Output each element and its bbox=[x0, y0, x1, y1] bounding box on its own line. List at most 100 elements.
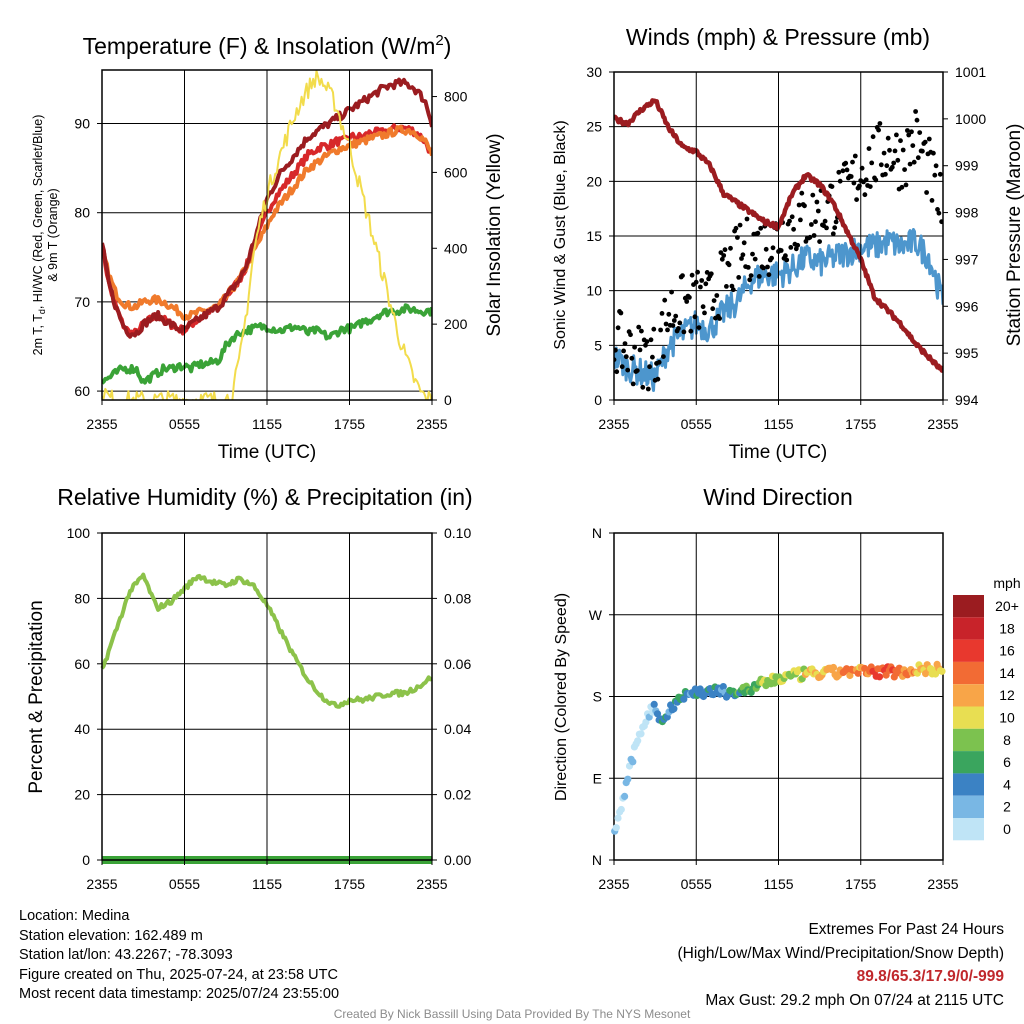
gust-point bbox=[625, 367, 631, 373]
gust-point bbox=[910, 143, 916, 149]
gust-point bbox=[815, 208, 821, 214]
x-tick-label: 0555 bbox=[681, 876, 712, 892]
gust-point bbox=[663, 321, 669, 327]
gust-point bbox=[783, 253, 788, 259]
legend-label: 10 bbox=[999, 710, 1015, 726]
gust-point bbox=[702, 310, 707, 316]
gust-point bbox=[634, 368, 640, 373]
gust-point bbox=[666, 311, 672, 317]
legend-swatch bbox=[953, 773, 984, 796]
gust-point bbox=[729, 283, 735, 289]
temperature-title: Temperature (F) & Insolation (W/m2) bbox=[83, 32, 452, 59]
gust-point bbox=[931, 150, 936, 156]
gust-point bbox=[710, 306, 716, 312]
gust-point bbox=[714, 293, 720, 298]
pressure-ylabel: Station Pressure (Maroon) bbox=[1004, 124, 1024, 347]
direction-point bbox=[696, 685, 704, 693]
gust-point bbox=[909, 129, 914, 135]
x-tick-label: 0555 bbox=[681, 416, 712, 432]
gust-point bbox=[877, 121, 883, 126]
gust-point bbox=[891, 160, 897, 166]
gust-point bbox=[658, 327, 663, 333]
direction-point bbox=[612, 824, 620, 832]
extremes-info: Extremes For Past 24 Hours (High/Low/Max… bbox=[678, 918, 1005, 1012]
gust-point bbox=[824, 225, 829, 231]
direction-point bbox=[846, 671, 854, 680]
gust-point bbox=[884, 163, 890, 169]
gust-point bbox=[881, 150, 887, 156]
gust-point bbox=[630, 381, 636, 387]
gust-point bbox=[867, 184, 873, 190]
gust-point bbox=[840, 168, 846, 174]
gust-point bbox=[736, 275, 742, 280]
y2-tick-label: 0.04 bbox=[444, 721, 471, 737]
gust-point bbox=[766, 272, 772, 278]
legend-label: 20+ bbox=[995, 598, 1019, 614]
direction-title: Wind Direction bbox=[703, 484, 853, 510]
gust-point bbox=[621, 348, 626, 354]
gust-point bbox=[939, 219, 943, 225]
direction-point bbox=[617, 805, 625, 814]
gust-point bbox=[924, 190, 929, 195]
temperature-ylabel: 2m T, Td, HI/WC (Red, Green, Scarlet/Blu… bbox=[31, 115, 60, 356]
x-tick-label: 1155 bbox=[763, 416, 793, 432]
gust-point bbox=[717, 316, 722, 321]
gust-point bbox=[699, 278, 705, 283]
y2-tick-label: 1000 bbox=[955, 111, 986, 127]
x-tick-label: 1755 bbox=[845, 416, 876, 432]
x-tick-label: 1755 bbox=[334, 416, 365, 432]
insolation-ylabel: Solar Insolation (Yellow) bbox=[484, 133, 505, 336]
gust-point bbox=[770, 245, 776, 251]
direction-point bbox=[854, 669, 862, 677]
gust-point bbox=[787, 218, 792, 224]
gust-point bbox=[784, 257, 790, 263]
legend-swatch bbox=[953, 661, 984, 685]
gust-point bbox=[876, 127, 881, 133]
gust-point bbox=[907, 161, 913, 167]
y-tick-label: 20 bbox=[74, 787, 90, 803]
legend-swatch bbox=[953, 684, 984, 707]
gust-point bbox=[647, 364, 652, 370]
gust-point bbox=[636, 324, 642, 330]
x-tick-label: 2355 bbox=[416, 876, 447, 892]
gust-point bbox=[933, 163, 939, 169]
gust-point bbox=[883, 171, 888, 177]
gust-point bbox=[811, 233, 817, 238]
x-tick-label: 1755 bbox=[845, 876, 876, 892]
gust-point bbox=[733, 225, 739, 231]
x-tick-label: 0555 bbox=[169, 876, 200, 892]
gust-point bbox=[618, 310, 624, 316]
gust-point bbox=[623, 354, 629, 360]
direction-point bbox=[938, 667, 946, 675]
max-gust-text: Max Gust: 29.2 mph On 07/24 at 2115 UTC bbox=[705, 991, 1004, 1009]
gust-point bbox=[798, 217, 803, 223]
gust-point bbox=[703, 281, 709, 287]
gust-point bbox=[899, 184, 905, 190]
x-tick-label: 1755 bbox=[334, 876, 365, 892]
gust-point bbox=[900, 147, 906, 153]
gust-point bbox=[809, 222, 814, 227]
gust-point bbox=[814, 199, 820, 205]
gust-point bbox=[745, 265, 751, 270]
legend-swatch bbox=[953, 795, 984, 818]
gust-point bbox=[852, 153, 858, 159]
gust-point bbox=[937, 171, 943, 177]
gust-point bbox=[669, 289, 674, 295]
gust-point bbox=[673, 313, 679, 319]
latlon-text: Station lat/lon: 43.2267; -78.3093 bbox=[19, 947, 233, 963]
gust-point bbox=[769, 255, 774, 261]
legend-swatch bbox=[953, 818, 984, 841]
gust-point bbox=[905, 128, 910, 133]
extremes-subtitle: (High/Low/Max Wind/Precipitation/Snow De… bbox=[677, 944, 1005, 962]
y-tick-label: 60 bbox=[74, 383, 90, 399]
gust-point bbox=[744, 216, 750, 222]
gust-point bbox=[863, 177, 869, 183]
y2-tick-label: 800 bbox=[444, 89, 468, 105]
y-tick-label: 0 bbox=[82, 852, 90, 868]
x-tick-label: 1155 bbox=[252, 416, 282, 432]
gust-point bbox=[721, 253, 727, 258]
gust-point bbox=[922, 139, 928, 145]
gust-point bbox=[887, 147, 892, 153]
gust-point bbox=[650, 354, 655, 360]
legend-swatch bbox=[953, 617, 984, 640]
